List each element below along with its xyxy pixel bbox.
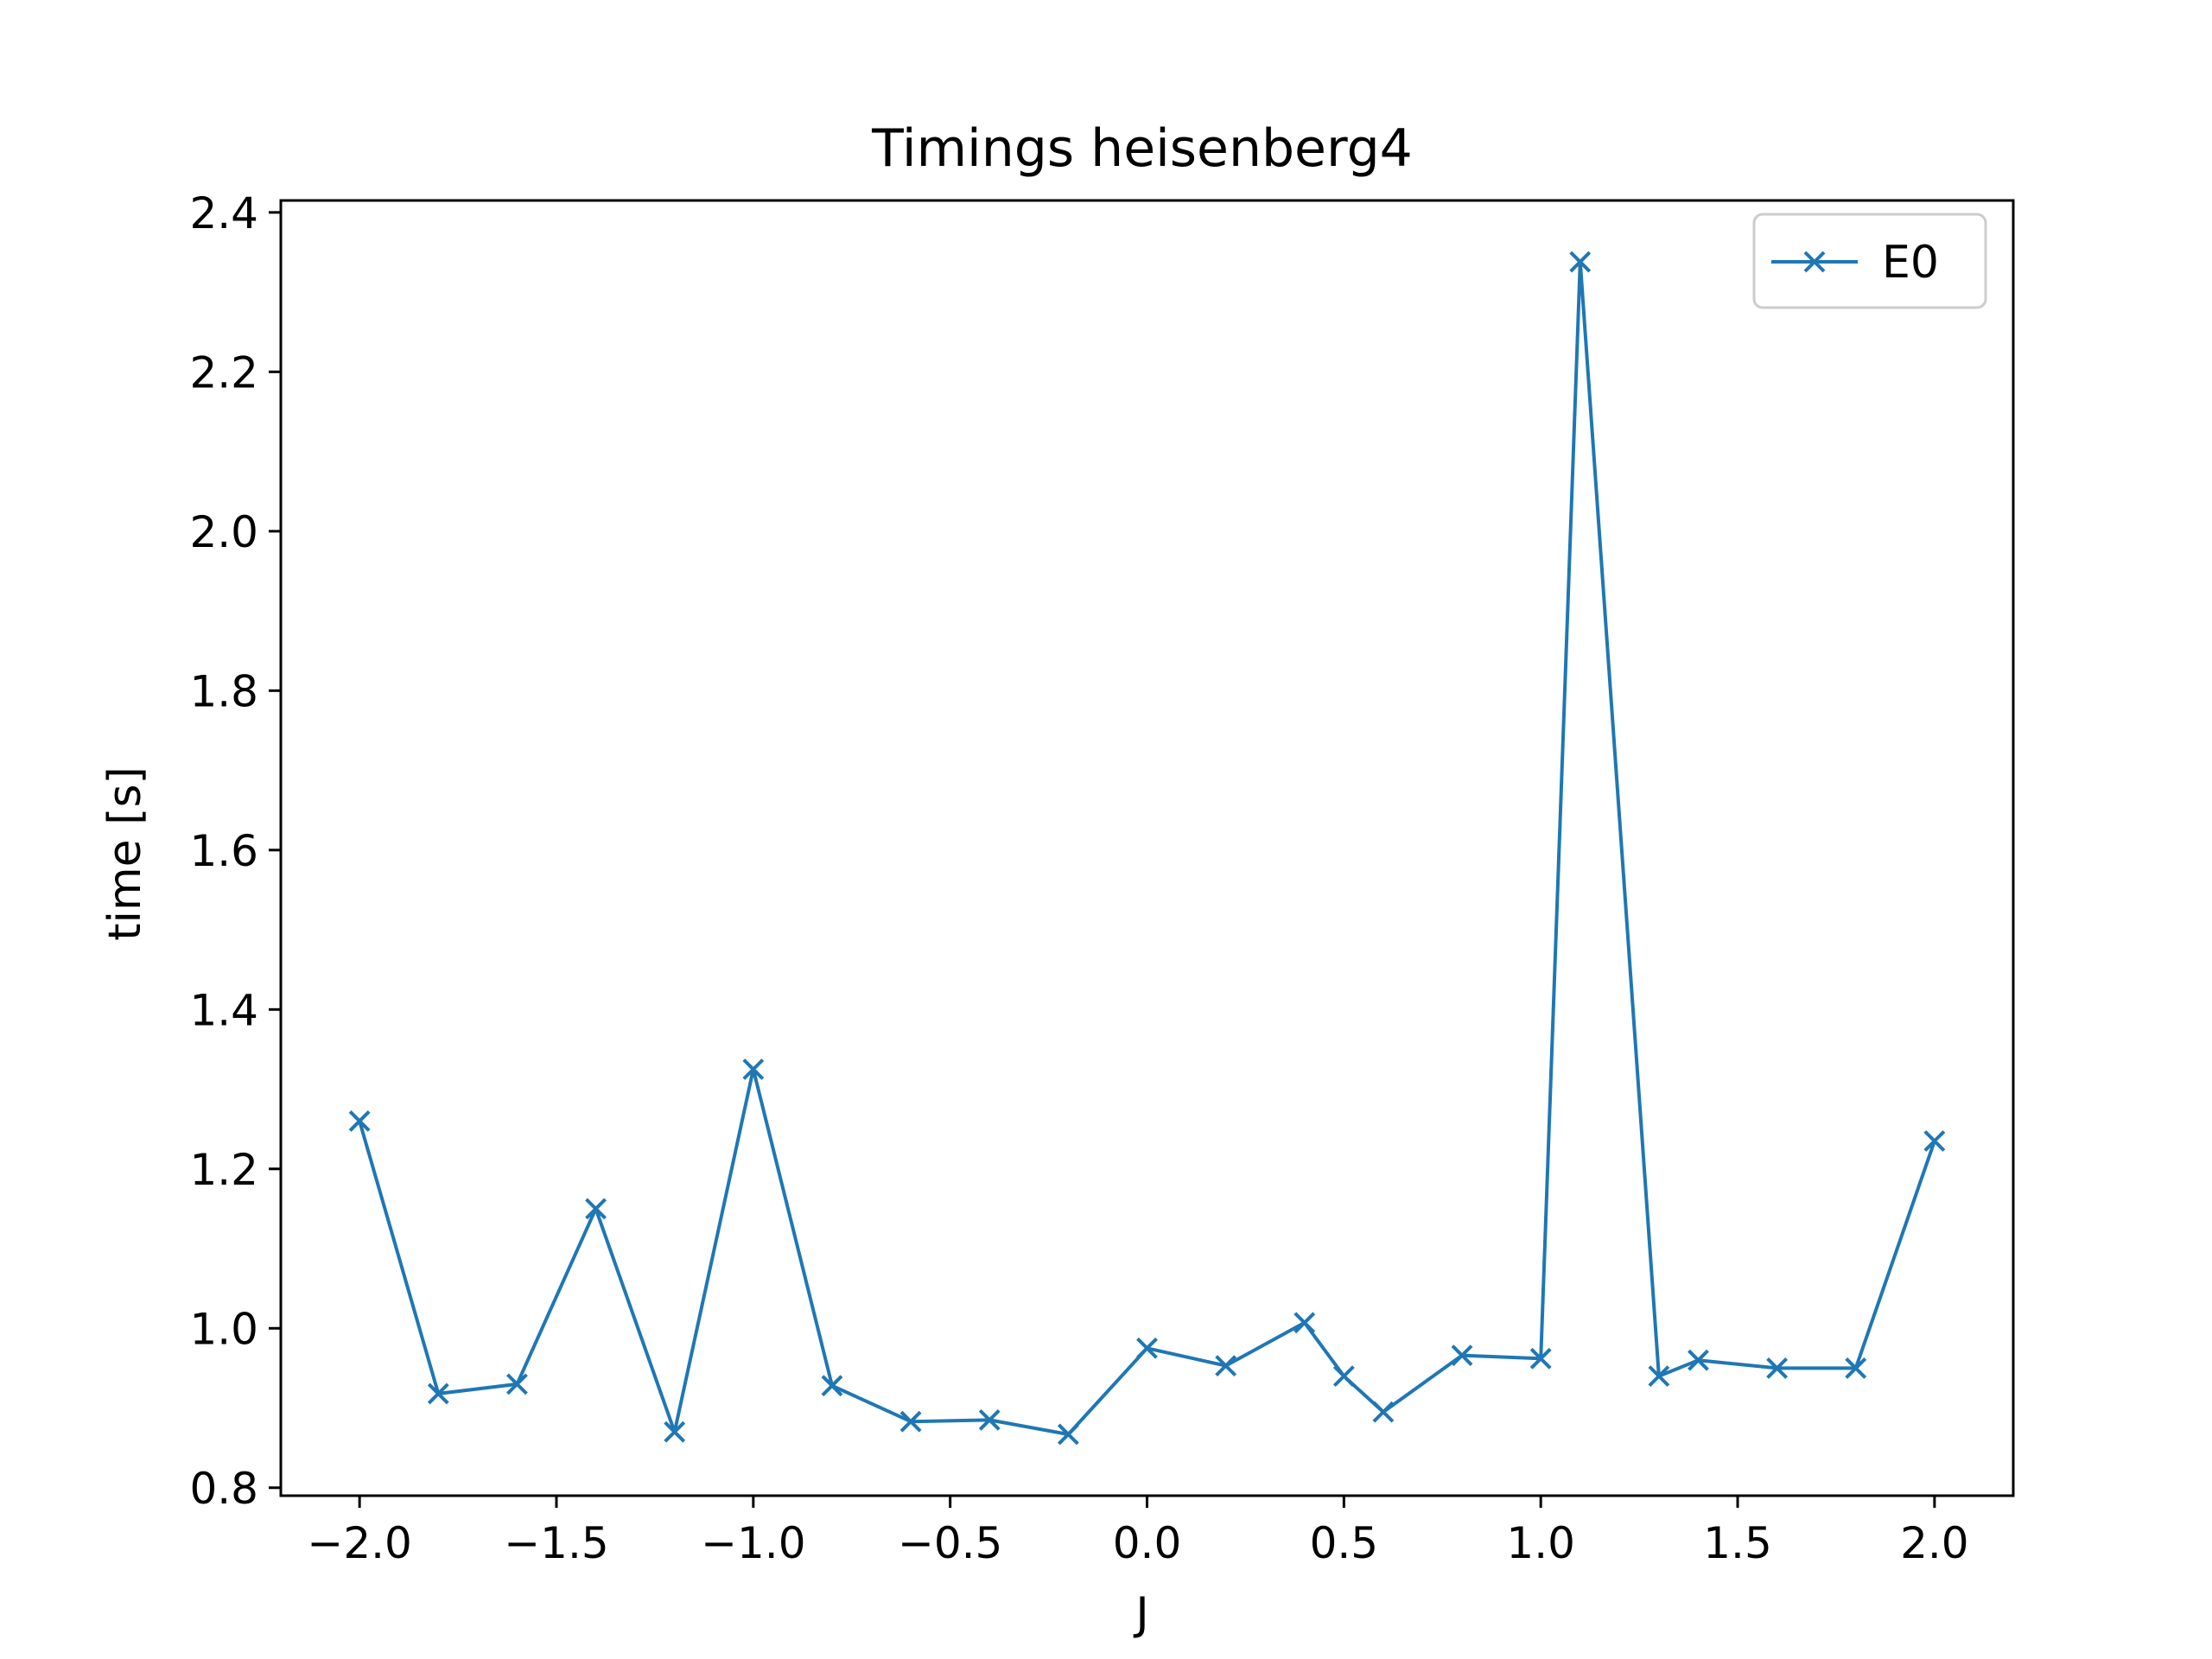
data-point-marker <box>1845 1357 1867 1379</box>
x-tick-label: 2.0 <box>1900 1518 1969 1568</box>
data-point-marker <box>1372 1401 1395 1423</box>
axes-frame <box>279 199 2015 1497</box>
x-tick-label: 1.0 <box>1506 1518 1575 1568</box>
x-tick-label: 1.5 <box>1703 1518 1772 1568</box>
y-tick-label: 2.0 <box>189 507 258 557</box>
data-point-marker <box>1648 1365 1670 1388</box>
data-point-marker <box>427 1382 449 1405</box>
y-tick-label: 1.8 <box>189 666 258 716</box>
plot-area: −2.0 −1.5 −1.0 −0.5 0.0 0.5 1.0 1.5 2.0 0.8 1.0 1.2… <box>189 188 2015 1568</box>
data-point-marker <box>1215 1355 1237 1377</box>
legend-label-e0: E0 <box>1882 237 1939 289</box>
y-tick-label: 1.2 <box>189 1145 258 1195</box>
x-tick-label: 0.5 <box>1310 1518 1379 1568</box>
y-tick-label: 2.4 <box>189 188 258 238</box>
y-tick-label: 2.2 <box>189 347 258 397</box>
data-point-marker <box>821 1375 843 1397</box>
data-point-marker <box>348 1110 371 1132</box>
x-tick-label: −1.5 <box>504 1518 608 1568</box>
data-point-marker <box>1569 251 1592 273</box>
data-point-marker <box>978 1408 1001 1431</box>
data-point-marker <box>1923 1130 1946 1152</box>
legend-box <box>1752 213 1987 309</box>
legend-marker-icon <box>1803 251 1826 273</box>
data-point-marker <box>899 1410 922 1433</box>
legend: E0 <box>1752 213 1987 309</box>
data-point-marker <box>1529 1347 1552 1370</box>
y-tick-label: 0.8 <box>189 1464 258 1514</box>
data-point-marker <box>1294 1312 1316 1334</box>
x-tick-label: −1.0 <box>701 1518 805 1568</box>
data-point-marker <box>1057 1423 1079 1446</box>
series-line-e0 <box>358 260 1936 1436</box>
x-tick-label: 0.0 <box>1113 1518 1182 1568</box>
data-point-marker <box>664 1421 686 1443</box>
y-tick-label: 1.4 <box>189 985 258 1035</box>
data-point-marker <box>1766 1357 1789 1379</box>
chart-title: Timings heisenberg4 <box>871 118 1413 179</box>
data-point-marker <box>1451 1344 1473 1367</box>
y-tick-label: 1.0 <box>189 1304 258 1354</box>
y-tick-label: 1.6 <box>189 826 258 876</box>
x-axis-label: J <box>1133 1588 1148 1640</box>
x-tick-label: −2.0 <box>307 1518 411 1568</box>
data-point-marker <box>1332 1365 1355 1388</box>
data-point-marker <box>1136 1337 1158 1359</box>
data-point-marker <box>505 1373 528 1395</box>
data-point-marker <box>585 1198 607 1220</box>
data-point-marker <box>742 1058 765 1080</box>
data-point-marker <box>1688 1349 1709 1371</box>
x-tick-label: −0.5 <box>898 1518 1002 1568</box>
y-axis-label: time [s] <box>99 766 151 941</box>
